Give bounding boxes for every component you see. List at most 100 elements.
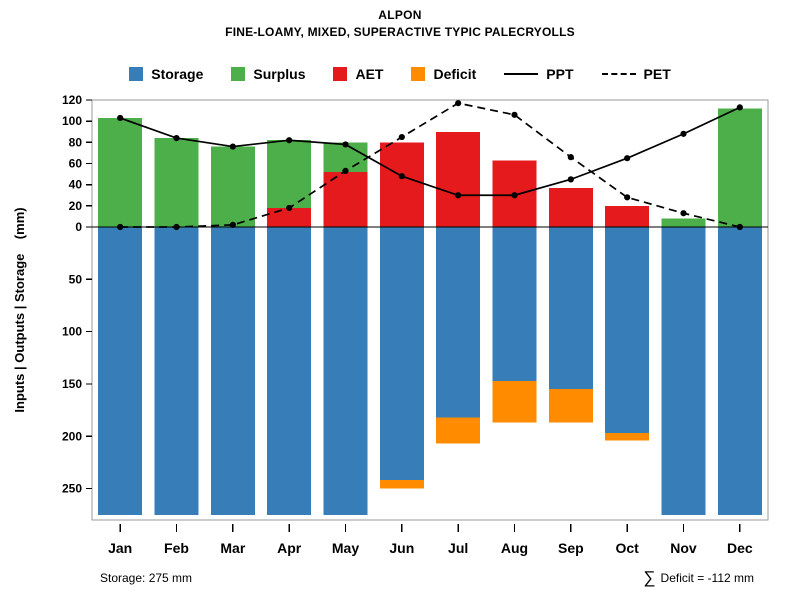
bar-deficit-sep: [548, 389, 593, 423]
x-tick-label-nov: Nov: [670, 540, 697, 556]
storage-swatch-icon: [129, 67, 144, 81]
bar-storage-nov: [661, 227, 706, 515]
pet-line-swatch-icon: [601, 73, 636, 75]
x-tick-label-apr: Apr: [277, 540, 302, 556]
bar-storage-sep: [548, 227, 593, 390]
bar-aet-may: [323, 171, 368, 227]
x-tick-label-mar: Mar: [220, 540, 245, 556]
y-tick-label-lower: 200: [62, 429, 82, 443]
sigma-symbol: ∑: [643, 568, 656, 587]
bar-aet-oct: [605, 205, 650, 227]
pet-point-jun: [398, 133, 405, 141]
legend-label-aet: AET: [355, 66, 384, 82]
y-tick-label-lower: 50: [69, 272, 83, 286]
bar-storage-apr: [267, 227, 312, 515]
ppt-point-may: [342, 141, 349, 148]
legend-item-pet: PET: [601, 66, 671, 82]
y-tick-label-upper: 100: [62, 114, 82, 128]
bar-aet-jul: [436, 131, 481, 227]
x-tick-label-oct: Oct: [615, 540, 639, 556]
bar-surplus-jan: [98, 117, 143, 227]
legend-item-deficit: Deficit: [411, 66, 476, 82]
bar-surplus-nov: [661, 218, 706, 227]
pet-point-may: [342, 167, 349, 175]
y-axis-label: Inputs | Outputs | Storage (mm): [12, 207, 27, 412]
deficit-total-text: Deficit = -112 mm: [660, 570, 754, 585]
bar-aet-jun: [379, 142, 424, 227]
x-tick-label-aug: Aug: [501, 540, 528, 556]
plot-frame: [91, 99, 769, 521]
pet-point-jan: [117, 223, 124, 231]
ppt-point-oct: [624, 155, 631, 162]
bar-storage-mar: [210, 227, 255, 515]
pet-point-apr: [286, 204, 293, 212]
ppt-point-jul: [455, 192, 462, 199]
legend-label-deficit: Deficit: [433, 66, 477, 82]
pet-point-dec: [736, 223, 743, 231]
pet-point-mar: [229, 221, 236, 228]
x-tick-label-may: May: [332, 540, 359, 556]
bar-surplus-apr: [267, 140, 312, 208]
x-tick-label-jun: Jun: [389, 540, 414, 556]
pet-line: [120, 102, 741, 228]
deficit-swatch-icon: [411, 67, 426, 81]
ppt-point-jun: [398, 173, 405, 180]
legend-label-pet: PET: [643, 66, 671, 82]
ppt-point-mar: [229, 143, 236, 150]
bar-aet-apr: [267, 207, 312, 227]
ppt-point-apr: [286, 137, 293, 144]
bar-surplus-mar: [210, 146, 255, 227]
ppt-line-swatch-icon: [504, 73, 539, 75]
legend-label-surplus: Surplus: [253, 66, 306, 82]
x-tick-label-feb: Feb: [164, 540, 189, 556]
bar-surplus-feb: [154, 138, 199, 227]
ppt-point-dec: [736, 104, 743, 111]
ppt-point-jan: [117, 114, 124, 122]
bar-deficit-oct: [605, 433, 650, 441]
surplus-swatch-icon: [231, 67, 246, 81]
bar-storage-feb: [154, 227, 199, 515]
ppt-point-feb: [173, 135, 180, 142]
y-tick-label-upper: 20: [69, 199, 83, 213]
deficit-total-label: ∑ Deficit = -112 mm: [643, 569, 754, 586]
bar-storage-jan: [98, 227, 143, 515]
bar-aet-sep: [548, 187, 593, 227]
x-tick-label-jul: Jul: [448, 540, 468, 556]
bar-surplus-dec: [717, 108, 762, 227]
legend-item-surplus: Surplus: [231, 66, 305, 82]
y-tick-label-lower: 100: [62, 325, 82, 339]
bar-deficit-jul: [436, 417, 481, 444]
chart-title: ALPON: [378, 8, 422, 22]
aet-swatch-icon: [333, 67, 348, 81]
y-tick-label-upper: 60: [69, 157, 83, 171]
ppt-point-sep: [567, 176, 574, 183]
legend-item-ppt: PPT: [504, 66, 574, 82]
ppt-line: [119, 106, 741, 197]
pet-point-oct: [624, 194, 631, 201]
bar-deficit-aug: [492, 380, 537, 423]
legend-item-storage: Storage: [129, 66, 203, 82]
y-tick-label-upper: 40: [69, 178, 83, 192]
pet-point-aug: [511, 111, 518, 118]
y-tick-label-lower: 150: [62, 377, 82, 391]
bar-storage-may: [323, 227, 368, 515]
bar-storage-jul: [436, 227, 481, 418]
ppt-point-nov: [680, 130, 687, 137]
bar-deficit-jun: [379, 480, 424, 489]
x-tick-label-dec: Dec: [727, 540, 753, 556]
bar-storage-oct: [605, 227, 650, 434]
pet-point-sep: [567, 154, 574, 161]
storage-capacity-label: Storage: 275 mm: [100, 571, 193, 585]
x-tick-label-jan: Jan: [108, 540, 132, 556]
pet-point-nov: [680, 210, 687, 217]
x-tick-label-sep: Sep: [558, 540, 584, 556]
pet-point-jul: [455, 100, 462, 107]
bar-storage-jun: [379, 227, 424, 481]
bar-storage-aug: [492, 227, 537, 381]
legend-label-ppt: PPT: [546, 66, 574, 82]
y-tick-label-upper: 120: [62, 93, 82, 107]
ppt-point-aug: [511, 192, 518, 199]
pet-point-feb: [173, 223, 180, 231]
